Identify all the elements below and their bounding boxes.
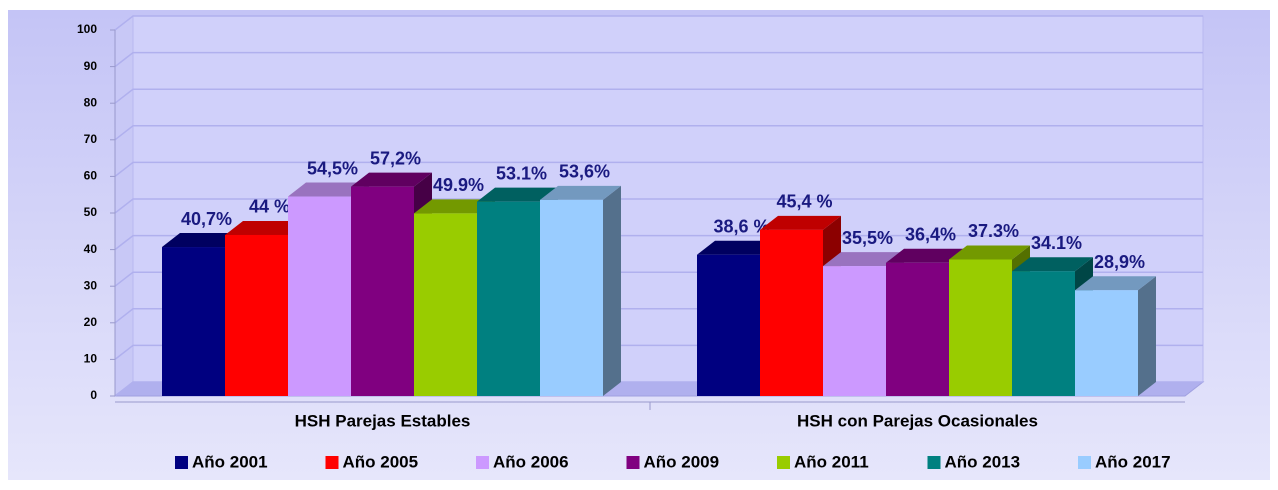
- y-tick-label: 0: [90, 388, 97, 402]
- x-tick-label: HSH Parejas Estables: [295, 411, 471, 430]
- bar-top: [351, 172, 432, 187]
- legend-swatch: [325, 456, 339, 469]
- grid-line: [114, 88, 1203, 104]
- value-label: 45,4 %: [776, 192, 832, 212]
- bar: [414, 213, 477, 396]
- value-label: 35,5%: [842, 228, 893, 248]
- bar: [162, 247, 225, 396]
- legend-swatch: [476, 456, 489, 469]
- bar-top: [697, 240, 778, 255]
- bar-top: [540, 185, 621, 200]
- bar-top: [162, 233, 243, 248]
- bar-top: [1012, 257, 1093, 272]
- value-label: 28,9%: [1094, 252, 1145, 272]
- y-tick-label: 100: [77, 22, 97, 36]
- bar-top: [477, 187, 558, 202]
- y-tick-label: 90: [84, 59, 98, 73]
- bar: [540, 199, 603, 396]
- grid-line: [114, 15, 1203, 31]
- legend-swatch: [626, 456, 640, 469]
- y-tick-label: 10: [84, 352, 98, 366]
- value-label: 54,5%: [307, 158, 358, 178]
- bar-top: [949, 245, 1030, 260]
- value-label: 36,4%: [905, 225, 956, 245]
- legend-label: Año 2017: [1095, 452, 1171, 471]
- bar: [1012, 271, 1075, 396]
- legend-swatch: [777, 456, 790, 469]
- bar-top: [225, 220, 306, 235]
- y-tick-label: 30: [84, 278, 98, 292]
- legend-swatch: [175, 456, 188, 469]
- bar: [288, 196, 351, 396]
- y-tick-label: 60: [84, 169, 98, 183]
- x-tick-label: HSH con Parejas Ocasionales: [797, 411, 1038, 430]
- y-tick-label: 70: [84, 132, 98, 146]
- grid-line: [114, 234, 1203, 251]
- bar: [1075, 290, 1138, 396]
- bar: [351, 186, 414, 396]
- value-label: 57,2%: [370, 148, 421, 168]
- y-tick-label: 20: [84, 315, 98, 329]
- value-label: 49.9%: [433, 175, 484, 195]
- value-label: 38,6 %: [713, 216, 769, 236]
- legend-swatch: [1078, 456, 1091, 469]
- grid-line: [114, 161, 1203, 177]
- bar-top: [1075, 276, 1156, 291]
- legend-label: Año 2013: [945, 452, 1021, 471]
- legend-label: Año 2006: [493, 452, 569, 471]
- value-label: 37.3%: [968, 221, 1019, 241]
- value-label: 44 %: [249, 197, 290, 217]
- bar: [949, 259, 1012, 396]
- bar: [225, 234, 288, 396]
- bar-top: [760, 215, 841, 230]
- legend-swatch: [927, 456, 941, 469]
- grid-line: [114, 125, 1203, 141]
- bar-top: [823, 252, 904, 267]
- bar-top: [414, 199, 495, 214]
- y-tick-label: 40: [84, 242, 98, 256]
- bar-top: [886, 248, 967, 263]
- bar-side: [1138, 276, 1156, 396]
- y-tick-label: 80: [84, 95, 98, 109]
- y-tick-label: 50: [84, 205, 98, 219]
- bar-top: [288, 182, 369, 197]
- bar: [886, 262, 949, 396]
- bar: [823, 266, 886, 396]
- bar-side: [603, 185, 621, 396]
- legend-label: Año 2001: [192, 452, 268, 471]
- value-label: 34.1%: [1031, 233, 1082, 253]
- grid-line: [114, 198, 1203, 214]
- legend-label: Año 2005: [343, 452, 419, 471]
- bar: [697, 254, 760, 396]
- legend-label: Año 2011: [794, 452, 869, 471]
- value-label: 53.1%: [496, 163, 547, 183]
- value-label: 40,7%: [181, 209, 232, 229]
- legend-label: Año 2009: [644, 452, 720, 471]
- bar: [760, 229, 823, 396]
- grid-line: [114, 51, 1203, 68]
- value-label: 53,6%: [559, 162, 610, 182]
- bar: [477, 201, 540, 396]
